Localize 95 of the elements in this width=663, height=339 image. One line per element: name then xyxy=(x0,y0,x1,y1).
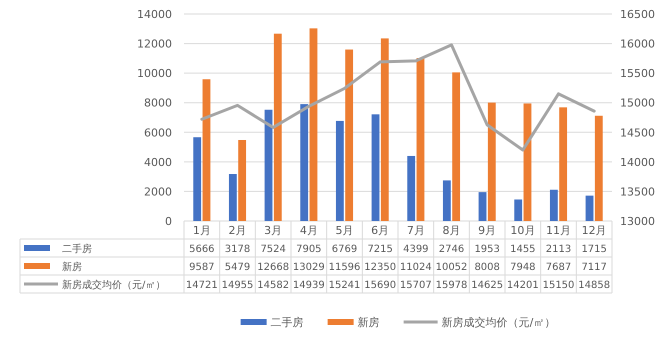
data-label: 1953 xyxy=(474,244,500,255)
bar xyxy=(300,104,308,221)
data-label: 7215 xyxy=(367,244,393,255)
y-tick-label: 10000 xyxy=(137,67,172,80)
data-label: 8008 xyxy=(474,262,500,273)
data-label: 11024 xyxy=(400,262,432,273)
data-label: 15690 xyxy=(364,280,396,291)
data-label: 7117 xyxy=(581,262,607,273)
x-tick-label: 4月 xyxy=(300,224,318,237)
data-label: 3178 xyxy=(224,244,250,255)
line-series xyxy=(200,43,596,152)
data-label: 13029 xyxy=(292,262,325,273)
bar xyxy=(478,192,486,221)
data-label: 2113 xyxy=(546,244,572,255)
x-tick-label: 5月 xyxy=(336,224,354,237)
x-tick-label: 6月 xyxy=(371,224,390,237)
bar xyxy=(372,114,380,221)
x-tick-label: 3月 xyxy=(264,224,282,237)
data-label: 15150 xyxy=(542,280,574,291)
x-tick-label: 12月 xyxy=(582,224,607,237)
text: 新房成交均价（元/㎡） xyxy=(442,316,556,329)
legend-label: 二手房 xyxy=(270,316,304,329)
data-label: 9587 xyxy=(189,262,215,273)
bar xyxy=(594,116,603,221)
y-tick-label: 2000 xyxy=(144,185,172,198)
data-label: 14625 xyxy=(471,280,504,291)
y2-tick-label: 16000 xyxy=(620,38,655,51)
data-label: 14721 xyxy=(186,280,218,291)
bar xyxy=(228,174,237,221)
bar xyxy=(514,199,522,221)
data-label: 10052 xyxy=(436,262,468,273)
bar xyxy=(586,196,594,221)
data-label: 14955 xyxy=(222,280,254,291)
data-label: 1455 xyxy=(510,244,536,255)
legend-label: 新房成交均价（元/㎡） xyxy=(62,279,166,291)
y2-tick-label: 13500 xyxy=(620,185,655,198)
y-tick-label: 8000 xyxy=(144,96,172,110)
data-label: 14939 xyxy=(292,280,325,291)
bar xyxy=(193,137,202,221)
y2-tick-label: 14000 xyxy=(620,156,655,169)
y-tick-label: 0 xyxy=(165,215,172,228)
bar xyxy=(452,72,460,221)
data-label: 5479 xyxy=(224,262,250,273)
text: 新房 xyxy=(62,262,82,273)
bar xyxy=(407,156,416,221)
bar xyxy=(559,107,568,221)
data-label: 7687 xyxy=(546,262,572,273)
bar xyxy=(274,34,282,221)
bar xyxy=(488,102,496,221)
data-label: 12668 xyxy=(257,262,290,273)
data-label: 2746 xyxy=(438,244,464,255)
y-tick-label: 12000 xyxy=(137,38,172,51)
bar xyxy=(550,190,558,221)
data-label: 5666 xyxy=(189,244,215,255)
data-label: 15978 xyxy=(436,280,468,291)
y2-tick-label: 16500 xyxy=(620,8,655,21)
data-label: 14858 xyxy=(578,280,610,291)
data-label: 15241 xyxy=(328,280,360,291)
x-tick-label: 1月 xyxy=(192,224,211,237)
data-label: 12350 xyxy=(364,262,396,273)
bar xyxy=(310,28,318,221)
data-label: 1715 xyxy=(581,244,607,255)
y-tick-label: 6000 xyxy=(144,126,172,140)
x-tick-label: 9月 xyxy=(478,224,496,237)
data-label: 11596 xyxy=(328,262,360,273)
bar xyxy=(416,58,424,221)
data-label: 6769 xyxy=(332,244,358,255)
y-tick-label: 14000 xyxy=(137,8,172,21)
data-label: 7948 xyxy=(510,262,536,273)
x-tick-label: 11月 xyxy=(546,224,571,237)
data-label: 15707 xyxy=(400,280,432,291)
y2-tick-label: 13000 xyxy=(620,215,655,228)
y2-tick-label: 15500 xyxy=(620,67,655,80)
legend-label: 新房 xyxy=(358,316,380,329)
text: 二手房 xyxy=(62,244,92,255)
bar xyxy=(238,140,246,221)
x-tick-label: 8月 xyxy=(442,224,460,237)
x-tick-label: 10月 xyxy=(510,224,536,237)
bar xyxy=(264,110,272,221)
bar xyxy=(336,120,344,221)
bar xyxy=(345,50,354,221)
data-label: 14582 xyxy=(257,280,290,291)
data-label: 7905 xyxy=(296,244,322,255)
x-tick-label: 2月 xyxy=(228,224,246,237)
y-tick-label: 4000 xyxy=(144,156,172,169)
bar xyxy=(524,103,532,221)
x-tick-label: 7月 xyxy=(406,224,425,237)
y2-tick-label: 15000 xyxy=(620,96,655,110)
bar xyxy=(442,180,451,221)
data-label: 7524 xyxy=(260,244,286,255)
bar xyxy=(202,79,210,221)
bar xyxy=(380,38,389,221)
data-label: 4399 xyxy=(403,244,429,255)
data-label: 14201 xyxy=(506,280,539,291)
y2-tick-label: 14500 xyxy=(620,126,655,140)
